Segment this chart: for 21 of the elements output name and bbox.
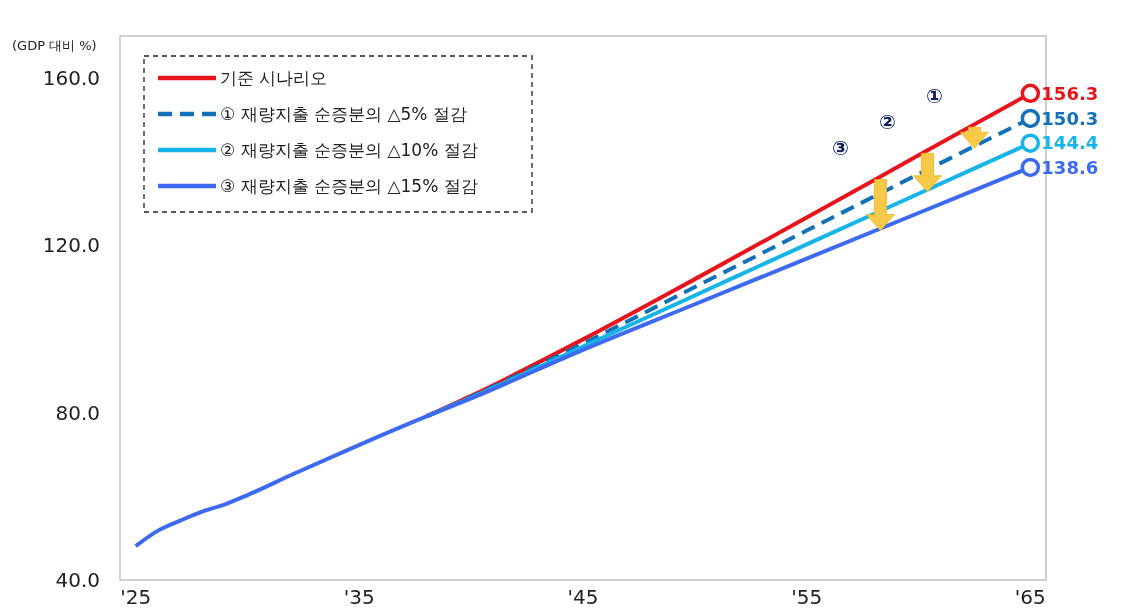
legend-label: 기준 시나리오 xyxy=(220,67,328,88)
y-tick-label: 160.0 xyxy=(42,65,100,90)
data-label: 144.4 xyxy=(1041,132,1099,154)
y-tick-label: 120.0 xyxy=(42,233,100,258)
legend-label: ② 재량지출 순증분의 △10% 절감 xyxy=(220,139,478,160)
data-label: 156.3 xyxy=(1041,82,1099,104)
data-label: 150.3 xyxy=(1041,107,1099,129)
annotation: ① xyxy=(925,84,943,109)
y-tick-label: 80.0 xyxy=(55,400,100,425)
legend-label: ③ 재량지출 순증분의 △15% 절감 xyxy=(220,175,478,196)
annotation: ② xyxy=(878,110,896,135)
x-tick-label: '25 xyxy=(120,585,152,609)
y-axis-title: (GDP 대비 %) xyxy=(12,38,97,53)
data-label: 138.6 xyxy=(1041,156,1099,178)
annotation: ③ xyxy=(832,136,849,161)
legend-label: ① 재량지출 순증분의 △5% 절감 xyxy=(220,103,467,124)
x-tick-label: '45 xyxy=(567,585,599,609)
y-tick-label: 40.0 xyxy=(55,568,100,592)
x-tick-label: '55 xyxy=(791,585,823,609)
x-tick-label: '65 xyxy=(1014,585,1046,609)
x-tick-label: '35 xyxy=(343,585,375,609)
